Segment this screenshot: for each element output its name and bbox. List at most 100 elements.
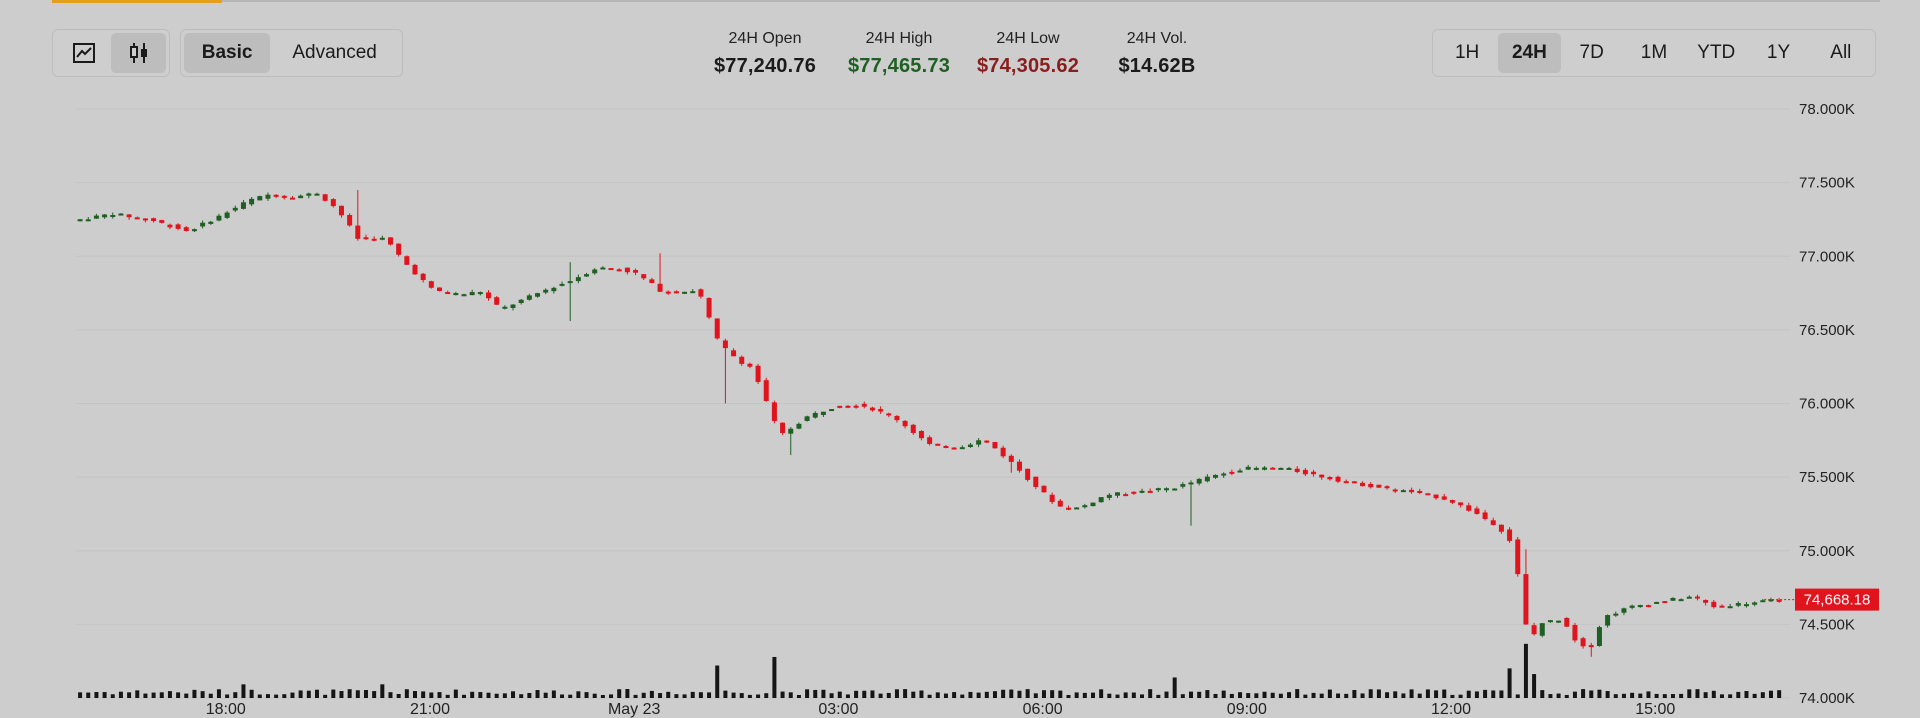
candle-body	[1686, 596, 1692, 599]
volume-bar	[184, 693, 189, 698]
line-chart-button[interactable]	[56, 33, 111, 73]
range-1m-button[interactable]: 1M	[1640, 42, 1668, 63]
volume-bar	[1768, 690, 1773, 698]
candle-body	[1449, 500, 1455, 503]
candle-body	[902, 420, 908, 427]
candle-body	[1204, 476, 1210, 482]
candle-body	[518, 299, 524, 304]
volume-bar	[494, 693, 499, 698]
candle-body	[1409, 489, 1415, 493]
current-price-tag: 74,668.18	[1764, 588, 1879, 611]
candle-body	[1270, 467, 1276, 470]
candle-body	[93, 215, 99, 219]
volume-bar	[323, 694, 328, 698]
candle-body	[535, 293, 541, 297]
volume-bar	[78, 692, 83, 698]
candle-body	[1180, 484, 1186, 487]
volume-bar	[94, 692, 99, 698]
volume-bar	[1499, 690, 1504, 698]
volume-bar	[1001, 689, 1006, 698]
volume-bar	[1630, 692, 1635, 698]
volume-bar	[1474, 691, 1479, 698]
candle-body	[453, 293, 459, 296]
volume-bar	[715, 665, 720, 698]
basic-mode-button[interactable]: Basic	[184, 33, 271, 73]
volume-bar	[911, 691, 916, 698]
candle-body	[1515, 539, 1521, 575]
candlestick-chart-button[interactable]	[111, 33, 166, 73]
volume-bar	[396, 693, 401, 698]
chart-type-toggle	[52, 29, 170, 77]
volume-bar	[1213, 693, 1218, 698]
candle-body	[1041, 485, 1047, 493]
y-tick-label: 74.000K	[1799, 690, 1855, 707]
candle-body	[216, 215, 222, 221]
candle-body	[1547, 620, 1553, 623]
price-chart[interactable]: 78.000K 77.500K 77.000K 76.500K 76.000K 75.50…	[0, 95, 1920, 718]
candle-body	[240, 202, 246, 209]
range-1y-button[interactable]: 1Y	[1766, 42, 1791, 63]
volume-bar	[992, 691, 997, 698]
volume-bar	[1442, 689, 1447, 698]
volume-bar	[1670, 694, 1675, 698]
candle-body	[763, 380, 769, 402]
time-range-selector: 1H 24H 7D 1M YTD 1Y All	[1432, 29, 1876, 77]
volume-bar	[1515, 694, 1520, 698]
volume-bar	[1703, 692, 1708, 698]
candle-body	[257, 196, 263, 201]
range-all-button[interactable]: All	[1830, 42, 1852, 63]
candle-body	[1082, 505, 1088, 508]
stats-bar: 24H Open $77,240.76 24H High $77,465.73 …	[700, 29, 1240, 85]
candle-body	[649, 279, 655, 283]
candle-body	[1678, 599, 1684, 602]
range-1h-button[interactable]: 1H	[1454, 42, 1480, 63]
current-price-label: 74,668.18	[1804, 592, 1871, 609]
volume-bar	[747, 694, 752, 698]
candle-body	[690, 291, 696, 294]
candle-body	[1302, 469, 1308, 475]
volume-bar	[1393, 691, 1398, 698]
candle-body	[1188, 482, 1194, 485]
candle-body	[1392, 489, 1398, 492]
candle-body	[396, 243, 402, 255]
candle-body	[1074, 507, 1080, 510]
volume-bar	[845, 694, 850, 698]
volume-bar	[1238, 692, 1243, 698]
y-tick-label: 78.000K	[1799, 101, 1855, 118]
candle-body	[191, 229, 197, 232]
range-7d-button[interactable]: 7D	[1579, 42, 1604, 63]
candle-body	[445, 292, 451, 295]
range-ytd-button[interactable]: YTD	[1697, 42, 1736, 63]
advanced-mode-button[interactable]: Advanced	[292, 42, 377, 63]
candle-body	[1384, 486, 1390, 489]
volume-bar	[1115, 694, 1120, 698]
volume-bar	[560, 694, 565, 698]
candle-body	[437, 287, 443, 292]
candle-body	[584, 274, 590, 277]
range-24h-button[interactable]: 24H	[1498, 33, 1561, 73]
volume-bar	[1041, 690, 1046, 698]
candle-body	[1237, 470, 1243, 473]
volume-bar	[527, 692, 532, 698]
candle-body	[706, 297, 712, 318]
volume-bar	[551, 690, 556, 698]
candle-body	[1008, 455, 1014, 462]
candle-body	[976, 440, 982, 445]
candle-body	[1065, 507, 1071, 510]
candle-body	[355, 225, 361, 239]
volume-bar	[796, 694, 801, 698]
volume-bar	[1164, 691, 1169, 698]
candle-body	[845, 405, 851, 408]
volume-bar	[1532, 674, 1537, 698]
volume-bar	[1760, 692, 1765, 698]
candle-body	[878, 408, 884, 412]
candle-body	[1057, 500, 1063, 507]
candle-body	[747, 363, 753, 367]
candle-body	[1637, 605, 1643, 608]
candle-body	[951, 447, 957, 450]
volume-bar	[1483, 689, 1488, 698]
candle-body	[600, 267, 606, 270]
volume-bar	[1548, 694, 1553, 698]
volume-bar	[429, 692, 434, 698]
candle-body	[1703, 599, 1709, 603]
